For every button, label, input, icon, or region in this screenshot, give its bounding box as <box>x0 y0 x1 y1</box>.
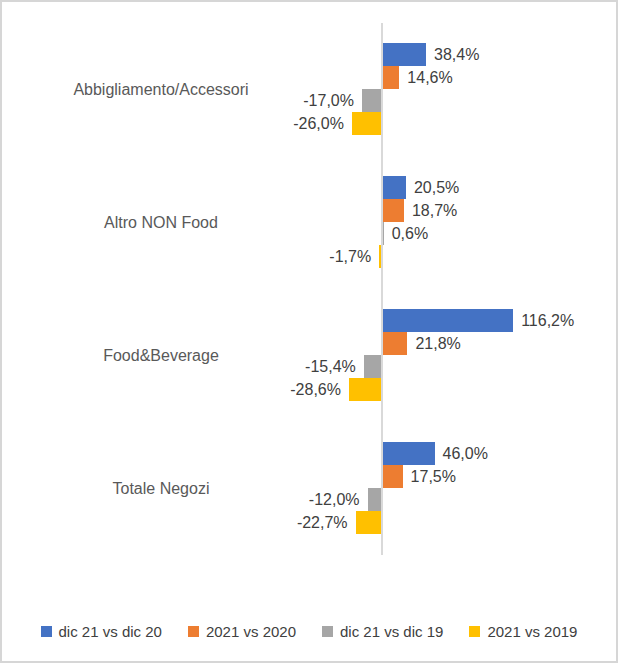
bar-series-3-category-2 <box>383 222 384 245</box>
bar-series-1-category-4 <box>383 442 435 465</box>
data-label-series-3-category-1: -17,0% <box>303 89 354 112</box>
legend-swatch-icon <box>469 626 480 637</box>
category-label-4: Totale Negozi <box>0 478 322 500</box>
data-label-series-3-category-4: -12,0% <box>309 488 360 511</box>
data-label-series-1-category-3: 116,2% <box>521 309 574 332</box>
bar-series-4-category-4 <box>356 511 381 534</box>
data-label-series-2-category-1: 14,6% <box>407 66 452 89</box>
bar-series-1-category-3 <box>383 309 513 332</box>
legend-swatch-icon <box>188 626 199 637</box>
legend-swatch-icon <box>322 626 333 637</box>
bar-series-2-category-1 <box>383 66 399 89</box>
legend-item-4: 2021 vs 2019 <box>469 623 577 640</box>
category-label-3: Food&Beverage <box>0 345 322 367</box>
legend-item-1: dic 21 vs dic 20 <box>41 623 162 640</box>
category-label-1: Abbigliamento/Accessori <box>0 79 322 101</box>
data-label-series-4-category-2: -1,7% <box>329 245 371 268</box>
legend-swatch-icon <box>41 626 52 637</box>
legend-item-3: dic 21 vs dic 19 <box>322 623 443 640</box>
legend-item-2: 2021 vs 2020 <box>188 623 296 640</box>
data-label-series-3-category-3: -15,4% <box>305 355 356 378</box>
legend: dic 21 vs dic 20 2021 vs 2020 dic 21 vs di… <box>0 614 618 648</box>
legend-label-2: 2021 vs 2020 <box>206 623 296 640</box>
bar-chart: Abbigliamento/Accessori38,4%14,6%-17,0%-… <box>0 0 618 663</box>
bar-series-1-category-2 <box>383 176 406 199</box>
plot-area: Abbigliamento/Accessori38,4%14,6%-17,0%-… <box>0 0 618 600</box>
data-label-series-2-category-3: 21,8% <box>415 332 460 355</box>
data-label-series-3-category-2: 0,6% <box>392 222 428 245</box>
bar-series-3-category-4 <box>368 488 381 511</box>
data-label-series-1-category-2: 20,5% <box>414 176 459 199</box>
data-label-series-4-category-4: -22,7% <box>297 511 348 534</box>
data-label-series-1-category-4: 46,0% <box>443 442 488 465</box>
bar-series-4-category-3 <box>349 378 381 401</box>
bar-series-2-category-2 <box>383 199 404 222</box>
category-label-2: Altro NON Food <box>0 212 322 234</box>
bar-series-2-category-3 <box>383 332 407 355</box>
bar-series-1-category-1 <box>383 43 426 66</box>
bar-series-2-category-4 <box>383 465 403 488</box>
legend-label-1: dic 21 vs dic 20 <box>59 623 162 640</box>
data-label-series-2-category-2: 18,7% <box>412 199 457 222</box>
data-label-series-2-category-4: 17,5% <box>411 465 456 488</box>
bar-series-4-category-1 <box>352 112 381 135</box>
data-label-series-4-category-3: -28,6% <box>290 378 341 401</box>
legend-label-4: 2021 vs 2019 <box>487 623 577 640</box>
bar-series-3-category-3 <box>364 355 381 378</box>
data-label-series-4-category-1: -26,0% <box>293 112 344 135</box>
legend-label-3: dic 21 vs dic 19 <box>340 623 443 640</box>
bar-series-4-category-2 <box>379 245 381 268</box>
bar-series-3-category-1 <box>362 89 381 112</box>
data-label-series-1-category-1: 38,4% <box>434 43 479 66</box>
